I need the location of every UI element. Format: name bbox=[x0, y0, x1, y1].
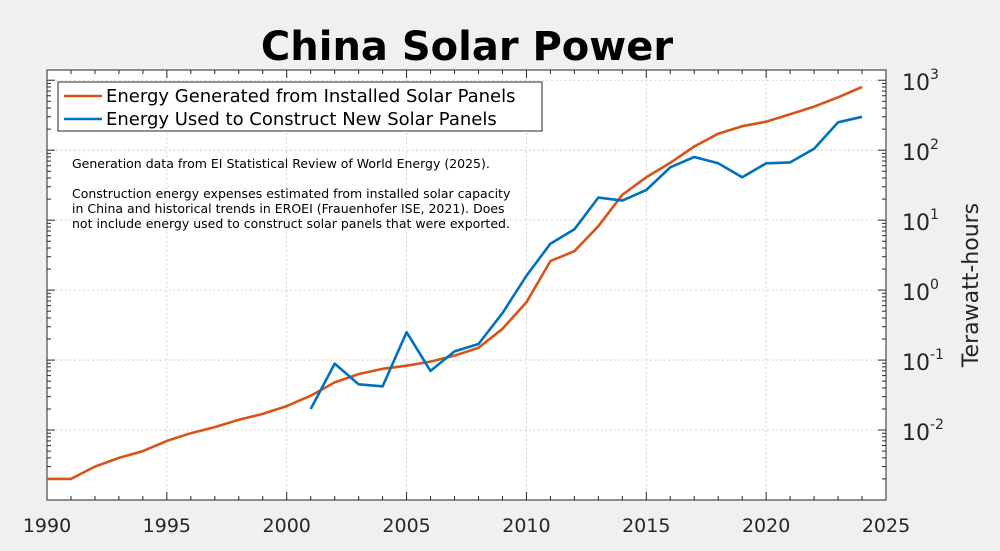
legend-box bbox=[57, 81, 543, 132]
y-tick-label: 103 bbox=[902, 67, 939, 96]
x-tick-label: 2010 bbox=[502, 515, 550, 537]
x-tick-label: 1990 bbox=[23, 515, 71, 537]
legend-label: Energy Used to Construct New Solar Panel… bbox=[106, 109, 497, 130]
x-tick-label: 2015 bbox=[622, 515, 670, 537]
y-tick-label: 102 bbox=[902, 137, 939, 166]
annotation-line: in China and historical trends in EROEI … bbox=[72, 201, 505, 216]
series-line-construction bbox=[309, 115, 863, 410]
y-tick-label: 100 bbox=[902, 277, 939, 306]
axis-ticks bbox=[46, 70, 887, 500]
series-line-generated bbox=[47, 85, 863, 481]
y-axis-label: Terawatt-hours bbox=[959, 203, 984, 368]
grid bbox=[47, 70, 886, 500]
legend-label: Energy Generated from Installed Solar Pa… bbox=[106, 86, 516, 107]
x-tick-label: 2020 bbox=[742, 515, 790, 537]
annotation-line: Construction energy expenses estimated f… bbox=[72, 186, 511, 201]
annotation-line: Generation data from EI Statistical Revi… bbox=[72, 156, 490, 171]
annotation-line: not include energy used to construct sol… bbox=[72, 216, 510, 231]
chart-title: China Solar Power bbox=[261, 24, 673, 70]
y-tick-label: 10-1 bbox=[902, 347, 944, 376]
legend: Energy Generated from Installed Solar Pa… bbox=[57, 81, 543, 132]
y-axis: 10-2 10-1 100 101 102 103 bbox=[902, 67, 944, 446]
y-tick-label: 10-2 bbox=[902, 417, 944, 446]
x-tick-label: 2000 bbox=[263, 515, 311, 537]
series-layer bbox=[47, 85, 863, 481]
plot-area bbox=[46, 69, 887, 501]
y-tick-label: 101 bbox=[902, 207, 939, 236]
x-tick-label: 1995 bbox=[143, 515, 191, 537]
x-tick-label: 2005 bbox=[382, 515, 430, 537]
x-tick-label: 2025 bbox=[862, 515, 910, 537]
annotation: Generation data from EI Statistical Revi… bbox=[72, 156, 511, 231]
x-axis: 1990 1995 2000 2005 2010 2015 2020 2025 bbox=[23, 515, 910, 537]
